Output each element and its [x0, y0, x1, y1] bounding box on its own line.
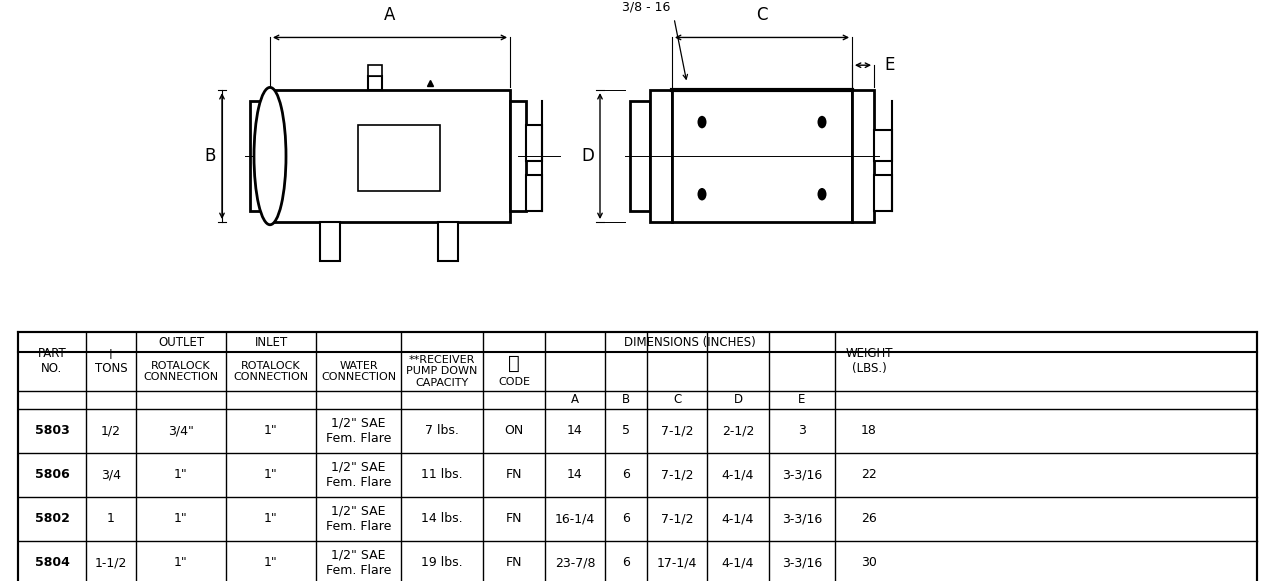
Bar: [527, 175, 542, 211]
Text: 4-1/4: 4-1/4: [722, 512, 755, 525]
Text: 3-3/16: 3-3/16: [782, 512, 822, 525]
Text: **RECEIVER
PUMP DOWN
CAPACITY: **RECEIVER PUMP DOWN CAPACITY: [407, 355, 478, 388]
Text: 16-1/4: 16-1/4: [555, 512, 595, 525]
Text: 7 lbs.: 7 lbs.: [425, 424, 459, 437]
Text: 5803: 5803: [34, 424, 69, 437]
Text: Ⓤ: Ⓤ: [509, 354, 520, 373]
Text: CODE: CODE: [499, 376, 530, 386]
Text: 14: 14: [567, 468, 583, 481]
Text: D: D: [733, 393, 742, 406]
Text: 7-1/2: 7-1/2: [660, 468, 694, 481]
Text: FN: FN: [506, 557, 523, 569]
Text: 5: 5: [622, 424, 630, 437]
Text: PART
NO.: PART NO.: [38, 347, 66, 375]
Text: 2-1/2: 2-1/2: [722, 424, 755, 437]
Bar: [250, 101, 270, 211]
Text: 3/8 - 16: 3/8 - 16: [622, 1, 671, 14]
Text: 19 lbs.: 19 lbs.: [421, 557, 463, 569]
Text: 7-1/2: 7-1/2: [660, 424, 694, 437]
Text: D: D: [581, 147, 594, 165]
Text: OUTLET: OUTLET: [158, 336, 204, 349]
Ellipse shape: [254, 87, 286, 225]
Text: ROTALOCK
CONNECTION: ROTALOCK CONNECTION: [143, 361, 218, 382]
Text: 3/4: 3/4: [101, 468, 121, 481]
Bar: [439, 222, 458, 261]
Text: E: E: [884, 56, 894, 74]
Bar: [852, 90, 873, 222]
Text: 23-7/8: 23-7/8: [555, 557, 595, 569]
Text: FN: FN: [506, 512, 523, 525]
Text: 5806: 5806: [34, 468, 69, 481]
Bar: [368, 65, 382, 76]
Text: 17-1/4: 17-1/4: [657, 557, 697, 569]
Text: 1/2" SAE
Fem. Flare: 1/2" SAE Fem. Flare: [326, 549, 391, 577]
Text: E: E: [798, 393, 806, 406]
Bar: [650, 90, 672, 222]
Text: ROTALOCK
CONNECTION: ROTALOCK CONNECTION: [233, 361, 309, 382]
Text: 1/2" SAE
Fem. Flare: 1/2" SAE Fem. Flare: [326, 417, 391, 444]
Text: 1": 1": [264, 512, 278, 525]
Text: INLET: INLET: [255, 336, 288, 349]
Text: ON: ON: [505, 424, 524, 437]
Text: 26: 26: [861, 512, 877, 525]
Text: 6: 6: [622, 557, 630, 569]
Text: 1/2: 1/2: [101, 424, 121, 437]
Text: A: A: [384, 6, 395, 24]
Text: FN: FN: [506, 468, 523, 481]
Text: 1/2" SAE
Fem. Flare: 1/2" SAE Fem. Flare: [326, 505, 391, 533]
Text: B: B: [622, 393, 630, 406]
Bar: [368, 76, 382, 90]
Text: 1": 1": [264, 557, 278, 569]
Text: A: A: [571, 393, 579, 406]
Text: C: C: [756, 6, 768, 24]
Text: 30: 30: [861, 557, 877, 569]
Bar: [873, 175, 892, 211]
Text: 5804: 5804: [34, 557, 69, 569]
Text: DIMENSIONS (INCHES): DIMENSIONS (INCHES): [625, 336, 756, 349]
Text: 14: 14: [567, 424, 583, 437]
Bar: [527, 125, 542, 161]
Text: 1": 1": [175, 557, 187, 569]
Bar: [873, 130, 892, 161]
Text: 5802: 5802: [34, 512, 69, 525]
Text: WATER
CONNECTION: WATER CONNECTION: [321, 361, 397, 382]
Bar: [270, 90, 510, 222]
Text: 1/2" SAE
Fem. Flare: 1/2" SAE Fem. Flare: [326, 461, 391, 489]
Text: †
TONS: † TONS: [94, 347, 128, 375]
Text: 6: 6: [622, 468, 630, 481]
Text: 7-1/2: 7-1/2: [660, 512, 694, 525]
Bar: [630, 101, 650, 211]
Text: 14 lbs.: 14 lbs.: [421, 512, 463, 525]
Text: 1": 1": [264, 424, 278, 437]
Circle shape: [817, 188, 826, 200]
Text: 3: 3: [798, 424, 806, 437]
Text: 1: 1: [107, 512, 115, 525]
Text: 6: 6: [622, 512, 630, 525]
Circle shape: [697, 116, 706, 128]
Text: 3/4": 3/4": [168, 424, 194, 437]
Text: WEIGHT
(LBS.): WEIGHT (LBS.): [845, 347, 892, 375]
Text: 3-3/16: 3-3/16: [782, 468, 822, 481]
Text: 4-1/4: 4-1/4: [722, 468, 755, 481]
Text: 1-1/2: 1-1/2: [94, 557, 128, 569]
Text: 4-1/4: 4-1/4: [722, 557, 755, 569]
Bar: [510, 101, 527, 211]
Bar: [358, 125, 440, 192]
Text: 3-3/16: 3-3/16: [782, 557, 822, 569]
Circle shape: [817, 116, 826, 128]
Text: C: C: [673, 393, 681, 406]
Bar: [672, 90, 852, 222]
Text: 22: 22: [861, 468, 877, 481]
Text: B: B: [204, 147, 215, 165]
Text: 1": 1": [175, 468, 187, 481]
Text: 1": 1": [175, 512, 187, 525]
Circle shape: [697, 188, 706, 200]
Text: 11 lbs.: 11 lbs.: [421, 468, 463, 481]
Bar: [320, 222, 340, 261]
Text: 18: 18: [861, 424, 877, 437]
Text: 1": 1": [264, 468, 278, 481]
